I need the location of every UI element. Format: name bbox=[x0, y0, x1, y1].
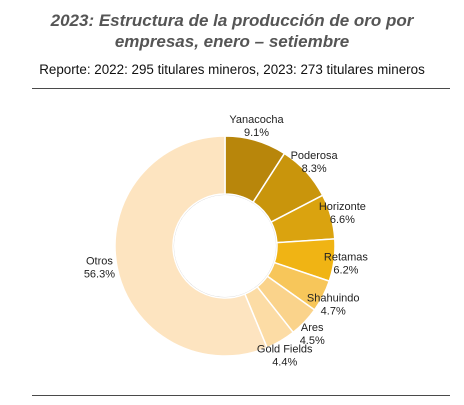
chart-title: 2023: Estructura de la producción de oro… bbox=[0, 10, 464, 52]
chart-title-line-1: 2023: Estructura de la producción de oro… bbox=[50, 11, 414, 30]
slice-value-gold-fields: 4.4% bbox=[272, 357, 297, 369]
donut-slice-otros bbox=[114, 135, 269, 357]
donut-hole bbox=[174, 195, 276, 297]
slice-value-otros: 56.3% bbox=[84, 269, 115, 281]
slice-value-retamas: 6.2% bbox=[333, 264, 358, 276]
top-divider bbox=[32, 88, 450, 89]
chart-title-line-2: empresas, enero – setiembre bbox=[114, 32, 350, 51]
slice-label-retamas: Retamas bbox=[324, 251, 369, 263]
chart-subtitle: Reporte: 2022: 295 titulares mineros, 20… bbox=[39, 62, 425, 77]
slice-value-horizonte: 6.6% bbox=[330, 214, 355, 226]
slice-label-yanacocha: Yanacocha bbox=[229, 114, 284, 126]
slice-label-poderosa: Poderosa bbox=[291, 150, 339, 162]
bottom-divider bbox=[32, 395, 450, 396]
slice-value-poderosa: 8.3% bbox=[302, 163, 327, 175]
slice-label-gold-fields: Gold Fields bbox=[257, 344, 313, 356]
slice-label-otros: Otros bbox=[86, 256, 113, 268]
slice-label-horizonte: Horizonte bbox=[319, 201, 366, 213]
slice-value-ares: 4.5% bbox=[300, 335, 325, 347]
slice-label-shahuindo: Shahuindo bbox=[307, 292, 360, 304]
slice-value-yanacocha: 9.1% bbox=[244, 127, 269, 139]
slice-label-ares: Ares bbox=[301, 322, 324, 334]
slice-value-shahuindo: 4.7% bbox=[321, 305, 346, 317]
